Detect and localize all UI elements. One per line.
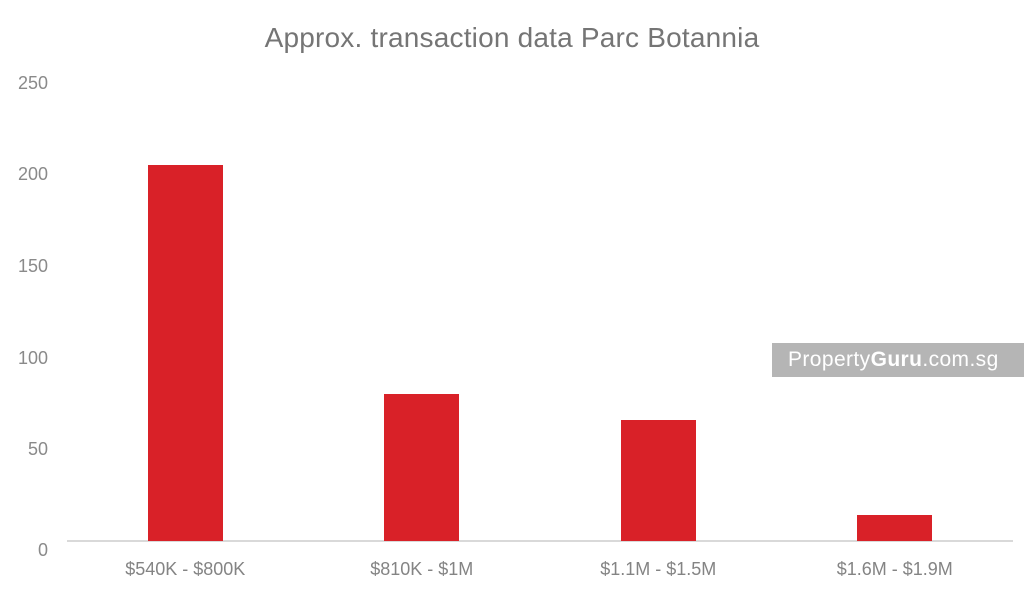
x-axis-category-label: $1.1M - $1.5M [600, 559, 717, 579]
y-axis-tick-label: 100 [17, 347, 48, 368]
bar [620, 420, 696, 541]
y-axis-tick-label: 150 [17, 256, 48, 277]
chart-title: Approx. transaction data Parc Botannia [264, 22, 760, 53]
propertyguru-watermark: Property Guru .com.sg [772, 343, 1024, 377]
x-axis-line [67, 540, 1013, 542]
watermark-domain-text: .com.sg [922, 348, 999, 371]
y-axis-tick-label: 250 [17, 72, 48, 93]
x-axis-category-label: $540K - $800K [125, 559, 246, 579]
x-axis-category-label: $1.6M - $1.9M [836, 559, 953, 579]
watermark-guru-text: Guru [870, 348, 923, 371]
bar [147, 165, 223, 541]
y-axis-tick-label: 50 [27, 439, 48, 460]
bar [384, 394, 460, 541]
y-axis-tick-label: 200 [17, 164, 48, 185]
watermark-property-text: Property [788, 348, 871, 371]
x-axis-category-label: $810K - $1M [370, 559, 474, 579]
bar [857, 515, 933, 541]
y-axis-tick-label: 0 [37, 540, 48, 560]
